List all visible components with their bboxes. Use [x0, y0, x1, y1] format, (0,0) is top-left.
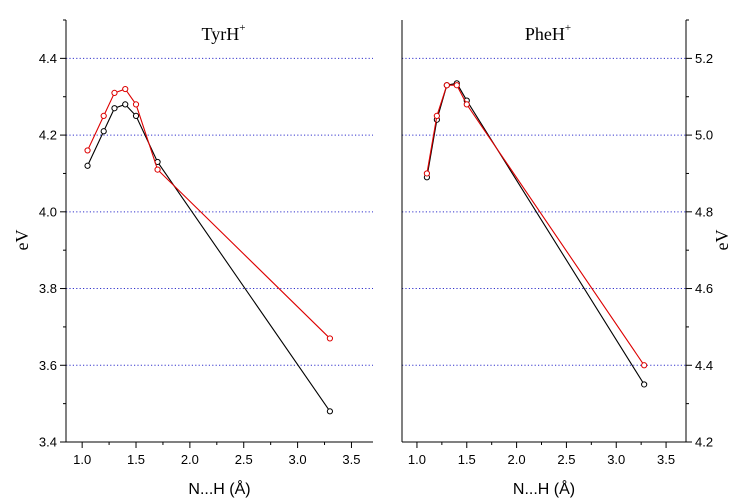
y-tick-label: 3.4: [39, 435, 57, 450]
data-point: [641, 362, 648, 369]
y-tick-label: 4.6: [695, 281, 713, 296]
x-axis-title: N...H (Å): [513, 479, 575, 498]
data-point: [84, 147, 91, 154]
y-tick-label: 5.0: [695, 128, 713, 143]
data-point: [111, 105, 118, 112]
data-point: [111, 89, 118, 96]
x-tick-label: 1.5: [458, 452, 476, 467]
series-line: [87, 88, 331, 339]
y-tick-label: 3.8: [39, 281, 57, 296]
panel-pheh: 4.2 4.4 4.6 4.8 5.0 5.2 1.0 1.5 2.0 2.5 3.0 3.5 N...…: [401, 19, 713, 498]
y-axis-label-right: eV: [712, 230, 732, 251]
y-tick-label: 4.0: [39, 204, 57, 219]
data-point: [453, 82, 460, 89]
y-tick-label: 5.2: [695, 51, 713, 66]
series-line: [426, 82, 645, 385]
data-point: [641, 381, 648, 388]
data-point: [100, 112, 107, 120]
data-point: [443, 82, 450, 89]
y-tick-label: 4.2: [695, 435, 713, 450]
y-tick-label: 4.4: [695, 358, 713, 373]
data-point: [84, 162, 91, 169]
data-point: [326, 335, 334, 342]
data-point: [433, 112, 440, 120]
data-point: [122, 85, 129, 93]
y-tick-label: 4.2: [39, 128, 57, 143]
data-point: [326, 408, 334, 415]
data-point: [132, 112, 140, 120]
x-tick-label: 2.0: [181, 452, 199, 467]
y-tick-label: 4.4: [39, 51, 57, 66]
series-line: [426, 84, 645, 366]
panel-title: TyrH+: [202, 22, 246, 44]
x-tick-label: 3.5: [657, 452, 675, 467]
panel-title: PheH+: [525, 22, 571, 44]
data-point: [132, 101, 140, 108]
data-point: [100, 128, 107, 135]
x-tick-label: 2.0: [508, 452, 526, 467]
x-tick-label: 1.0: [73, 452, 91, 467]
y-axis-label-left: eV: [12, 230, 32, 251]
x-tick-label: 3.0: [607, 452, 625, 467]
x-tick-label: 2.5: [557, 452, 575, 467]
y-tick-label: 3.6: [39, 358, 57, 373]
y-tick-label: 4.8: [695, 204, 713, 219]
data-point: [463, 101, 470, 108]
data-point: [154, 166, 161, 173]
x-tick-label: 1.5: [127, 452, 145, 467]
x-tick-label: 3.5: [342, 452, 360, 467]
x-tick-label: 1.0: [408, 452, 426, 467]
x-tick-label: 3.0: [289, 452, 307, 467]
data-point: [122, 101, 129, 108]
panel-tyrh: 3.4 3.6 3.8 4.0 4.2 4.4 1.0 1.5 2.0 2.5 3.0 3.5 N...…: [39, 19, 373, 498]
x-axis-title: N...H (Å): [188, 479, 250, 498]
data-point: [423, 170, 431, 177]
x-tick-label: 2.5: [235, 452, 253, 467]
